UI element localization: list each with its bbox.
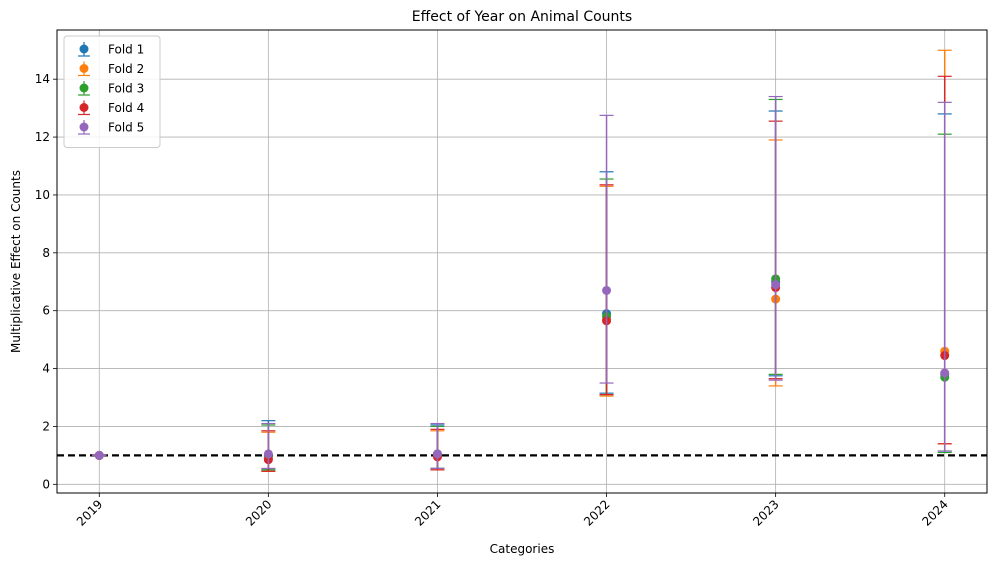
x-tick-label: 2023 bbox=[750, 497, 781, 528]
y-tick-label: 14 bbox=[35, 72, 50, 86]
legend: Fold 1 Fold 2 Fold 3 Fold 4 Fold 5 bbox=[63, 35, 161, 148]
y-tick-label: 2 bbox=[42, 419, 50, 433]
data-point bbox=[602, 285, 612, 295]
data-point bbox=[263, 449, 273, 459]
legend-label: Fold 4 bbox=[108, 101, 144, 115]
grid-lines bbox=[57, 30, 987, 493]
x-tick-label: 2024 bbox=[919, 497, 950, 528]
legend-marker-dot bbox=[79, 103, 89, 112]
y-tick-label: 4 bbox=[42, 362, 50, 376]
data-point bbox=[94, 450, 104, 460]
series-fold-2 bbox=[92, 49, 952, 472]
x-tick-label: 2020 bbox=[243, 497, 274, 528]
x-tick-label: 2022 bbox=[581, 497, 612, 528]
legend-item: Fold 2 bbox=[78, 61, 144, 77]
legend-item: Fold 5 bbox=[78, 120, 144, 135]
series-fold-4 bbox=[92, 75, 952, 472]
series-fold-3 bbox=[92, 98, 952, 471]
series-group bbox=[92, 49, 952, 472]
data-point bbox=[771, 280, 781, 290]
series-fold-1 bbox=[92, 110, 952, 471]
legend-label: Fold 3 bbox=[108, 82, 144, 96]
axes: 0 2 4 6 8 10 12 14 2019 2020 2021 2022 2023 2024 bbox=[35, 72, 951, 529]
data-point bbox=[432, 449, 442, 459]
legend-label: Fold 2 bbox=[108, 62, 144, 76]
legend-item: Fold 1 bbox=[78, 42, 144, 57]
legend-item: Fold 3 bbox=[78, 81, 144, 96]
y-axis-label: Multiplicative Effect on Counts bbox=[9, 170, 23, 353]
legend-marker-dot bbox=[79, 122, 89, 132]
legend-box bbox=[63, 35, 161, 148]
legend-marker-dot bbox=[79, 44, 89, 54]
legend-marker-dot bbox=[79, 64, 89, 73]
x-tick-label: 2019 bbox=[74, 497, 105, 528]
chart-title: Effect of Year on Animal Counts bbox=[412, 9, 632, 25]
y-tick-label: 0 bbox=[42, 477, 50, 491]
legend-label: Fold 5 bbox=[108, 121, 144, 135]
legend-marker-dot bbox=[79, 83, 89, 93]
y-tick-label: 10 bbox=[35, 188, 50, 202]
plot-frame bbox=[56, 29, 988, 494]
y-tick-label: 12 bbox=[35, 130, 50, 144]
x-axis-label: Categories bbox=[490, 542, 555, 556]
data-point bbox=[940, 368, 950, 378]
legend-item: Fold 4 bbox=[78, 100, 144, 116]
y-tick-label: 8 bbox=[42, 246, 50, 260]
series-fold-5 bbox=[92, 95, 952, 470]
legend-label: Fold 1 bbox=[108, 43, 144, 57]
y-tick-label: 6 bbox=[42, 304, 50, 318]
x-tick-label: 2021 bbox=[412, 497, 443, 528]
